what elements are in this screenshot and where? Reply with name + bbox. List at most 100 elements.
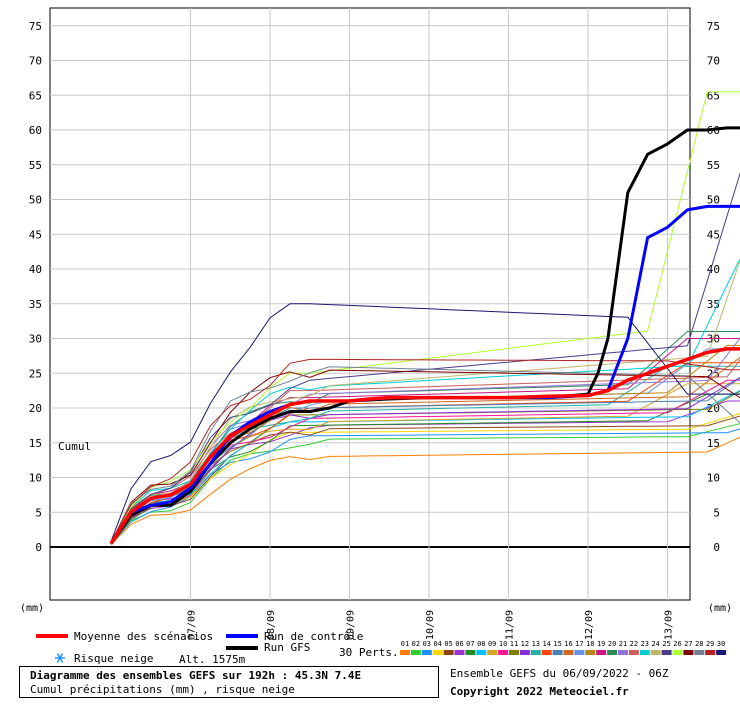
legend-pert-swatch xyxy=(476,650,486,655)
legend-pert-swatch xyxy=(640,650,650,655)
legend-pert-number: 15 xyxy=(553,640,561,648)
unit-right: (mm) xyxy=(708,603,732,614)
y-tick-label-right: 10 xyxy=(707,472,720,485)
legend-pert-number: 11 xyxy=(510,640,518,648)
y-tick-label-left: 15 xyxy=(29,437,42,450)
y-tick-label-left: 10 xyxy=(29,472,42,485)
y-tick-label-left: 55 xyxy=(29,159,42,172)
legend-altitude-label: Alt. 1575m xyxy=(179,653,246,666)
y-tick-label-right: 55 xyxy=(707,159,720,172)
x-tick-label: 10/09 xyxy=(425,610,436,640)
legend-pert-swatch xyxy=(422,650,432,655)
legend-pert-swatch xyxy=(520,650,530,655)
legend-pert-swatch xyxy=(487,650,497,655)
legend-pert-swatch xyxy=(705,650,715,655)
legend-pert-swatch xyxy=(683,650,693,655)
legend-pert-number: 19 xyxy=(597,640,605,648)
legend-pert-swatch xyxy=(716,650,726,655)
legend-pert-number: 01 xyxy=(401,640,409,648)
legend-pert-number: 22 xyxy=(630,640,638,648)
y-tick-label-right: 70 xyxy=(707,55,720,68)
legend-pert-swatch xyxy=(596,650,606,655)
y-tick-label-left: 5 xyxy=(35,506,42,519)
legend-pert-number: 24 xyxy=(651,640,659,648)
legend-pert-number: 25 xyxy=(662,640,670,648)
diagram-subtitle: Cumul précipitations (mm) , risque neige xyxy=(30,683,428,697)
cumul-label: Cumul xyxy=(58,440,91,453)
copyright: Copyright 2022 Meteociel.fr xyxy=(450,685,629,698)
y-tick-label-right: 40 xyxy=(707,263,720,276)
legend-pert-number: 04 xyxy=(433,640,441,648)
y-tick-label-left: 50 xyxy=(29,194,42,207)
legend-pert-number: 20 xyxy=(608,640,616,648)
y-tick-label-right: 5 xyxy=(713,506,720,519)
legend-pert-swatch xyxy=(553,650,563,655)
legend-pert-number: 14 xyxy=(542,640,550,648)
legend-pert-number: 17 xyxy=(575,640,583,648)
y-tick-label-left: 30 xyxy=(29,333,42,346)
y-tick-label-left: 65 xyxy=(29,89,42,102)
y-tick-label-left: 40 xyxy=(29,263,42,276)
legend-pert-number: 13 xyxy=(532,640,540,648)
legend-pert-swatch xyxy=(433,650,443,655)
legend-pert-swatch xyxy=(564,650,574,655)
legend-pert-number: 03 xyxy=(423,640,431,648)
x-tick-label: 12/09 xyxy=(584,610,595,640)
legend-pert-swatch xyxy=(574,650,584,655)
y-tick-label-right: 65 xyxy=(707,89,720,102)
legend-pert-number: 27 xyxy=(684,640,692,648)
legend-pert-swatch xyxy=(444,650,454,655)
y-tick-label-right: 75 xyxy=(707,20,720,33)
legend-pert-swatch xyxy=(400,650,410,655)
x-tick-label: 13/09 xyxy=(664,610,675,640)
legend-pert-swatch xyxy=(651,650,661,655)
legend-pert-number: 29 xyxy=(706,640,714,648)
legend-pert-swatch xyxy=(455,650,465,655)
legend-gfs-label: Run GFS xyxy=(264,641,310,654)
legend-pert-number: 18 xyxy=(586,640,594,648)
legend-pert-number: 30 xyxy=(717,640,725,648)
snowflake-icon xyxy=(55,654,65,663)
y-tick-label-right: 15 xyxy=(707,437,720,450)
legend-pert-number: 23 xyxy=(641,640,649,648)
legend-pert-swatch xyxy=(629,650,639,655)
legend-pert-number: 08 xyxy=(477,640,485,648)
legend-pert-number: 02 xyxy=(412,640,420,648)
legend-pert-swatch xyxy=(465,650,475,655)
legend-pert-number: 16 xyxy=(564,640,572,648)
legend-pert-swatch xyxy=(542,650,552,655)
legend-pert-swatch xyxy=(531,650,541,655)
y-tick-label-left: 20 xyxy=(29,402,42,415)
y-tick-label-left: 60 xyxy=(29,124,42,137)
legend-pert-swatch xyxy=(411,650,421,655)
legend-pert-swatch xyxy=(509,650,519,655)
legend-pert-number: 05 xyxy=(444,640,452,648)
y-tick-label-left: 45 xyxy=(29,228,42,241)
legend-snow-label: Risque neige xyxy=(74,652,153,665)
legend-perturbations-label: 30 Perts. xyxy=(339,646,399,659)
legend-pert-number: 26 xyxy=(673,640,681,648)
y-tick-label-left: 75 xyxy=(29,20,42,33)
legend-pert-swatch xyxy=(498,650,508,655)
unit-left: (mm) xyxy=(20,603,44,614)
y-tick-label-right: 50 xyxy=(707,194,720,207)
diagram-title: Diagramme des ensembles GEFS sur 192h : … xyxy=(30,669,428,683)
legend-mean-label: Moyenne des scénarios xyxy=(74,630,213,643)
y-tick-label-right: 0 xyxy=(713,541,720,554)
legend-pert-swatch xyxy=(662,650,672,655)
legend-pert-number: 09 xyxy=(488,640,496,648)
info-box: Diagramme des ensembles GEFS sur 192h : … xyxy=(19,666,439,698)
legend-pert-swatch xyxy=(585,650,595,655)
y-tick-label-left: 0 xyxy=(35,541,42,554)
y-tick-label-left: 70 xyxy=(29,55,42,68)
legend-pert-swatch xyxy=(607,650,617,655)
legend-pert-number: 10 xyxy=(499,640,507,648)
y-tick-label-right: 45 xyxy=(707,228,720,241)
legend-pert-number: 21 xyxy=(619,640,627,648)
legend-pert-swatch xyxy=(673,650,683,655)
y-tick-label-left: 35 xyxy=(29,298,42,311)
legend-pert-swatch xyxy=(618,650,628,655)
legend-pert-number: 06 xyxy=(455,640,463,648)
